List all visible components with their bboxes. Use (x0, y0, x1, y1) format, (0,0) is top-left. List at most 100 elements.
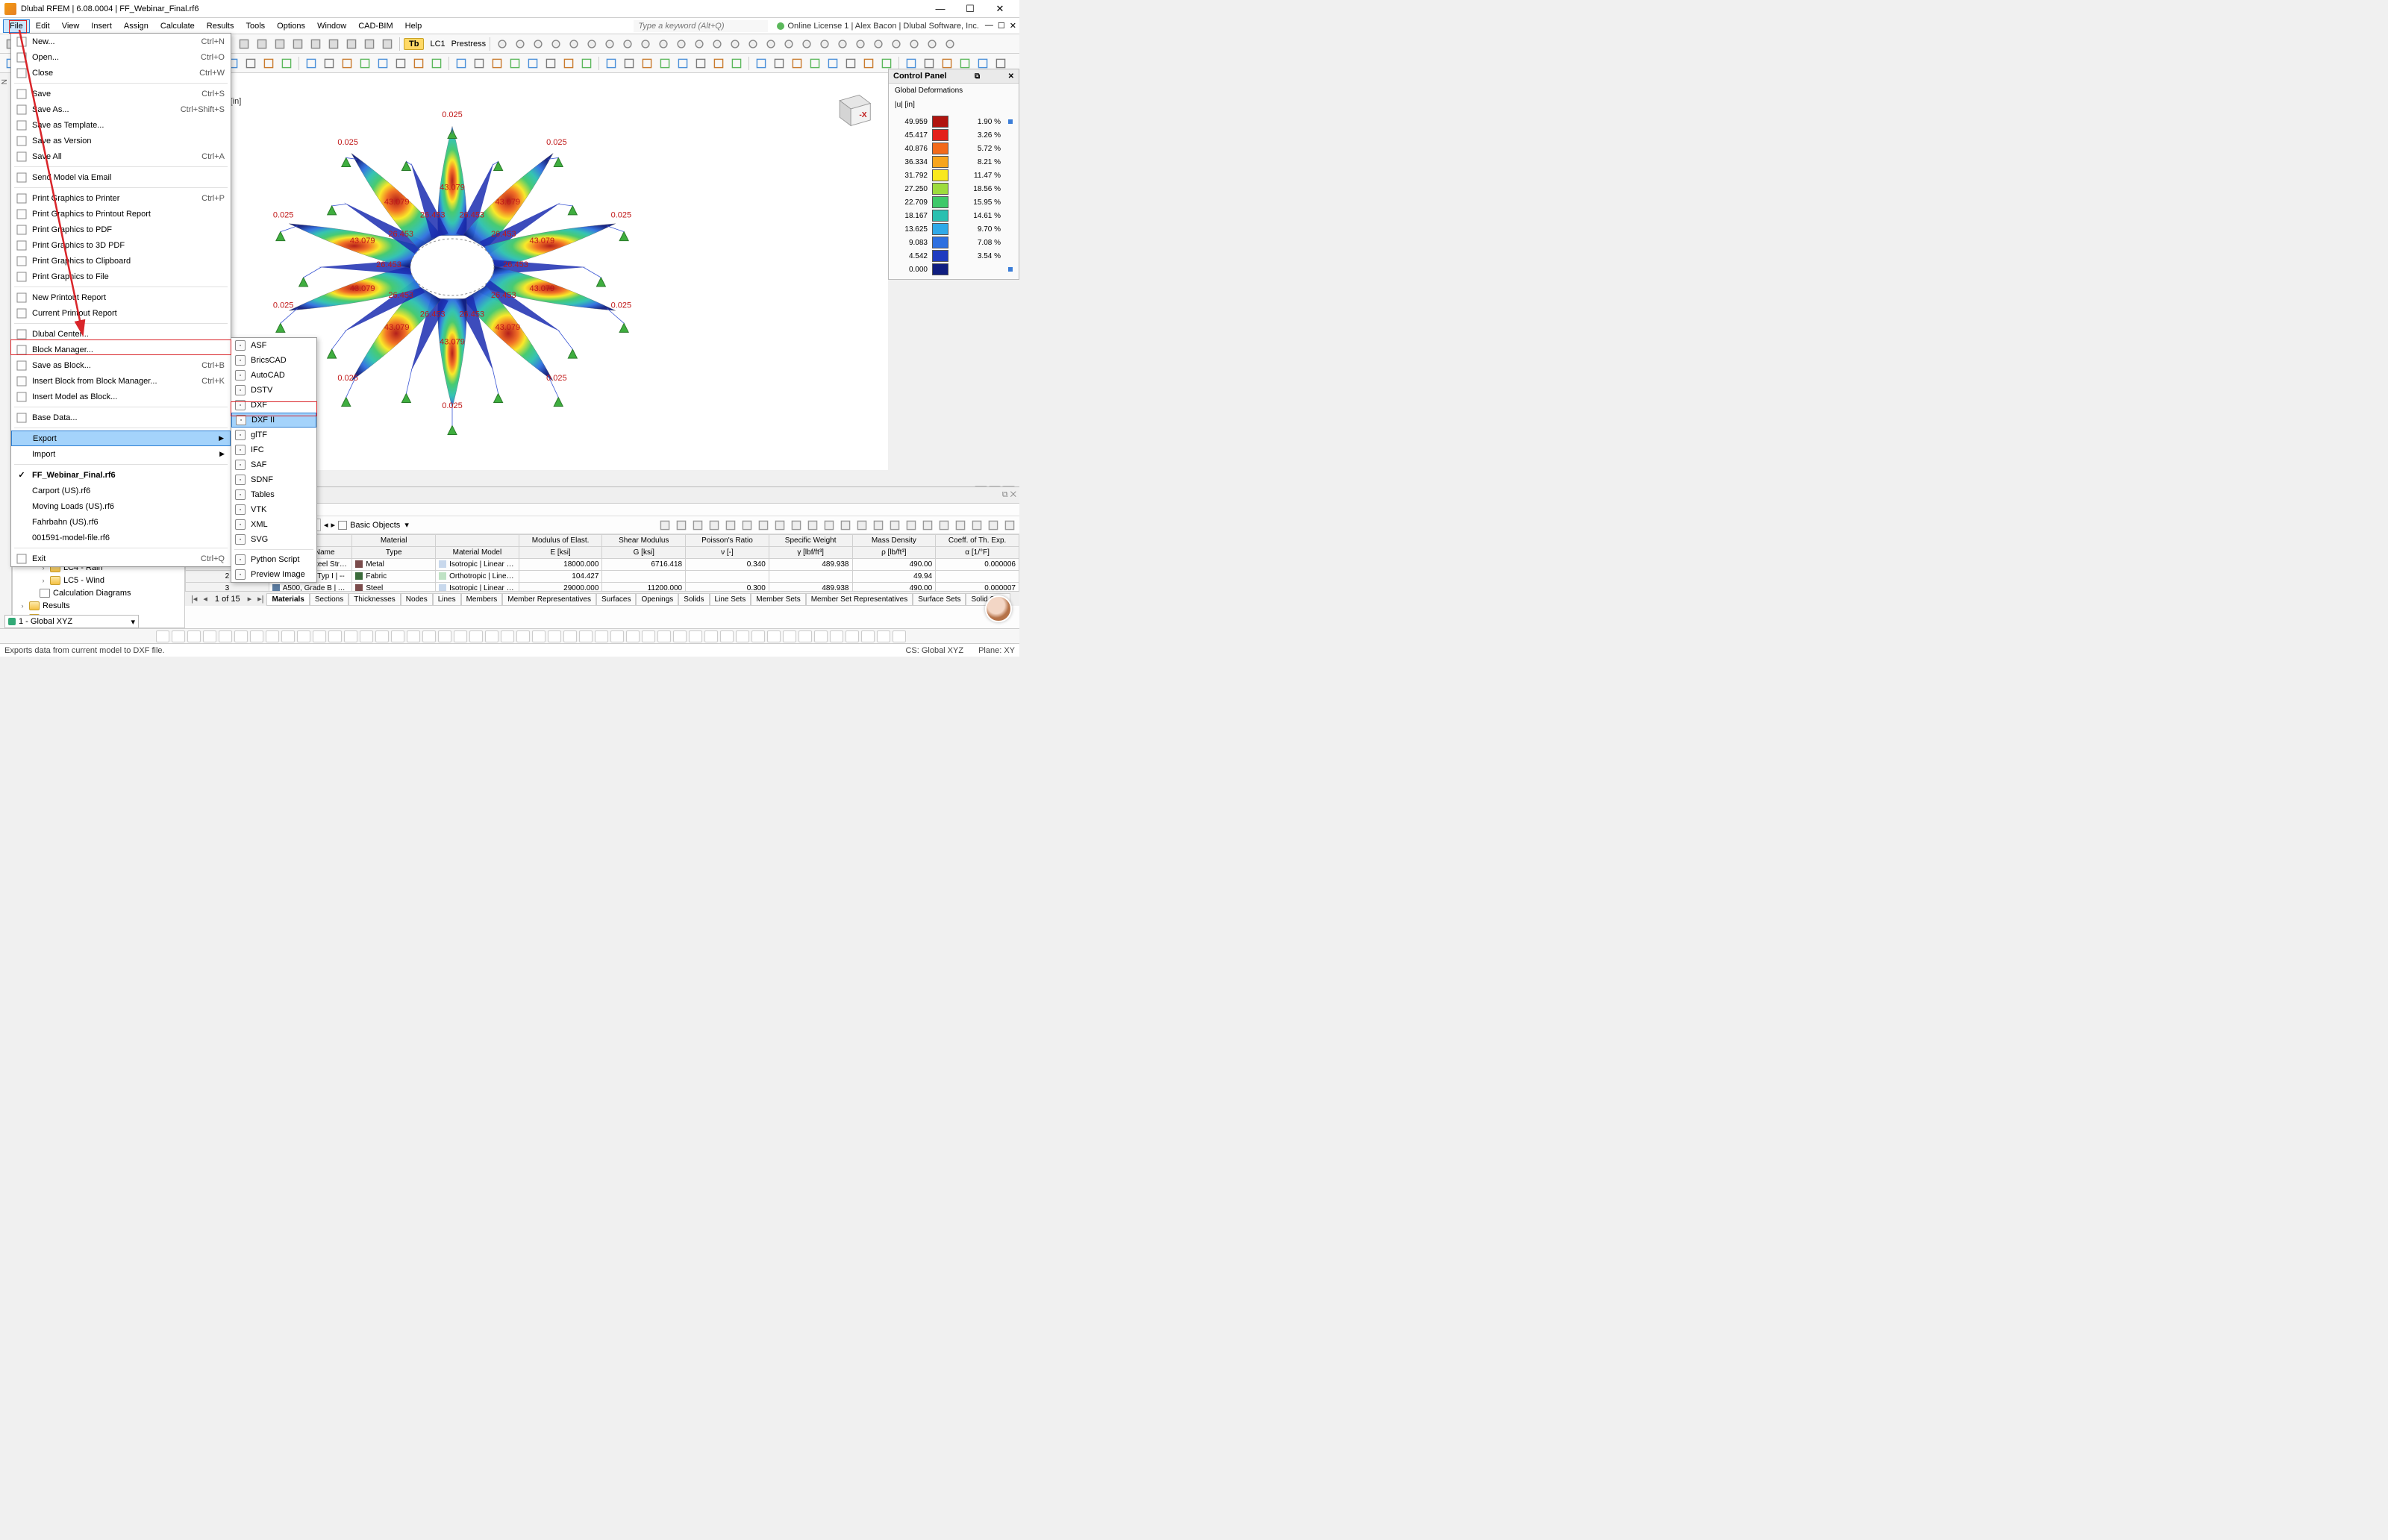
toolbar-button[interactable] (566, 36, 582, 52)
view-button[interactable] (360, 630, 373, 642)
keyword-input[interactable] (634, 20, 768, 32)
export-item[interactable]: ▫DSTV (231, 383, 316, 398)
view-button[interactable] (313, 630, 326, 642)
table-tool-button[interactable] (822, 519, 836, 532)
menu-view[interactable]: View (56, 20, 86, 32)
sheet-tab[interactable]: Thicknesses (348, 593, 401, 606)
table-tool-button[interactable] (740, 519, 754, 532)
view-button[interactable] (219, 630, 232, 642)
table-tool-button[interactable] (937, 519, 951, 532)
menu-item[interactable]: Print Graphics to PrinterCtrl+P (11, 190, 231, 206)
view-button[interactable] (532, 630, 546, 642)
table-tool-button[interactable] (888, 519, 901, 532)
view-button[interactable] (563, 630, 577, 642)
sheet-tab[interactable]: Member Set Representatives (806, 593, 913, 606)
wand-icon[interactable] (338, 521, 347, 530)
menu-item[interactable]: ExitCtrl+Q (11, 551, 231, 566)
menu-results[interactable]: Results (201, 20, 240, 32)
menu-item[interactable]: Save As...Ctrl+Shift+S (11, 101, 231, 117)
toolbar-button[interactable] (619, 36, 636, 52)
view-button[interactable] (469, 630, 483, 642)
view-button[interactable] (328, 630, 342, 642)
toolbar-button[interactable] (655, 36, 672, 52)
view-button[interactable] (657, 630, 671, 642)
export-item[interactable]: ▫glTF (231, 428, 316, 442)
menu-help[interactable]: Help (399, 20, 428, 32)
view-button[interactable] (438, 630, 451, 642)
toolbar-button[interactable] (578, 55, 595, 72)
view-button[interactable] (234, 630, 248, 642)
menu-item[interactable]: ✓FF_Webinar_Final.rf6 (11, 467, 231, 483)
orientation-cube[interactable]: -X (831, 88, 873, 130)
sheet-tab[interactable]: Member Representatives (502, 593, 596, 606)
toolbar-button[interactable] (906, 36, 922, 52)
toolbar-button[interactable] (870, 36, 887, 52)
toolbar-button[interactable] (379, 36, 396, 52)
view-button[interactable] (548, 630, 561, 642)
menu-item[interactable]: Current Printout Report (11, 305, 231, 321)
view-button[interactable] (250, 630, 263, 642)
menu-item[interactable]: New...Ctrl+N (11, 34, 231, 49)
toolbar-button[interactable] (798, 36, 815, 52)
view-button[interactable] (172, 630, 185, 642)
toolbar-button[interactable] (816, 36, 833, 52)
tree-item[interactable]: Calculation Diagrams (16, 586, 181, 599)
table-tool-button[interactable] (921, 519, 934, 532)
toolbar-button[interactable] (236, 36, 252, 52)
last-page-icon[interactable]: ▸| (254, 594, 266, 604)
export-item[interactable]: ▫DXF II (231, 413, 316, 428)
toolbar-button[interactable] (357, 55, 373, 72)
toolbar-button[interactable] (710, 55, 727, 72)
toolbar-button[interactable] (507, 55, 523, 72)
panel-close-icon[interactable]: ⧉ ✕ (1002, 490, 1016, 500)
view-button[interactable] (846, 630, 859, 642)
toolbar-button[interactable] (771, 55, 787, 72)
toolbar-button[interactable] (860, 55, 877, 72)
table-tool-button[interactable] (707, 519, 721, 532)
toolbar-button[interactable] (781, 36, 797, 52)
menu-calculate[interactable]: Calculate (154, 20, 201, 32)
toolbar-button[interactable] (428, 55, 445, 72)
view-button[interactable] (501, 630, 514, 642)
menu-item[interactable]: SaveCtrl+S (11, 86, 231, 101)
view-button[interactable] (877, 630, 890, 642)
view-button[interactable] (798, 630, 812, 642)
menu-item[interactable]: Save as Version (11, 133, 231, 148)
view-button[interactable] (516, 630, 530, 642)
menu-item[interactable]: Carport (US).rf6 (11, 483, 231, 498)
view-button[interactable] (266, 630, 279, 642)
toolbar-button[interactable] (471, 55, 487, 72)
toolbar-button[interactable] (584, 36, 600, 52)
file-menu-dropdown[interactable]: New...Ctrl+NOpen...Ctrl+OCloseCtrl+WSave… (10, 33, 231, 567)
menu-insert[interactable]: Insert (85, 20, 118, 32)
view-button[interactable] (595, 630, 608, 642)
menu-item[interactable]: Moving Loads (US).rf6 (11, 498, 231, 514)
view-button[interactable] (673, 630, 687, 642)
toolbar-button[interactable] (307, 36, 324, 52)
menu-item[interactable]: Print Graphics to Clipboard (11, 253, 231, 269)
doc-max-icon[interactable]: ☐ (998, 21, 1005, 31)
toolbar-button[interactable] (325, 36, 342, 52)
table-tool-button[interactable] (675, 519, 688, 532)
toolbar-button[interactable] (303, 55, 319, 72)
view-button[interactable] (203, 630, 216, 642)
export-item[interactable]: ▫AutoCAD (231, 368, 316, 383)
menu-item[interactable]: Fahrbahn (US).rf6 (11, 514, 231, 530)
view-button[interactable] (814, 630, 828, 642)
toolbar-button[interactable] (393, 55, 409, 72)
table-tool-button[interactable] (757, 519, 770, 532)
table-tool-button[interactable] (970, 519, 984, 532)
tree-item[interactable]: ›Results (16, 599, 181, 612)
view-button[interactable] (281, 630, 295, 642)
prev-page-icon[interactable]: ◂ (200, 594, 210, 604)
menu-cadbim[interactable]: CAD-BIM (352, 20, 398, 32)
toolbar-button[interactable] (789, 55, 805, 72)
export-item[interactable]: ▫Tables (231, 487, 316, 502)
menu-item[interactable]: Send Model via Email (11, 169, 231, 185)
toolbar-button[interactable] (825, 55, 841, 72)
table-tool-button[interactable] (658, 519, 672, 532)
keyword-search[interactable] (634, 20, 768, 32)
view-button[interactable] (642, 630, 655, 642)
toolbar-button[interactable] (453, 55, 469, 72)
menu-item[interactable]: 001591-model-file.rf6 (11, 530, 231, 545)
